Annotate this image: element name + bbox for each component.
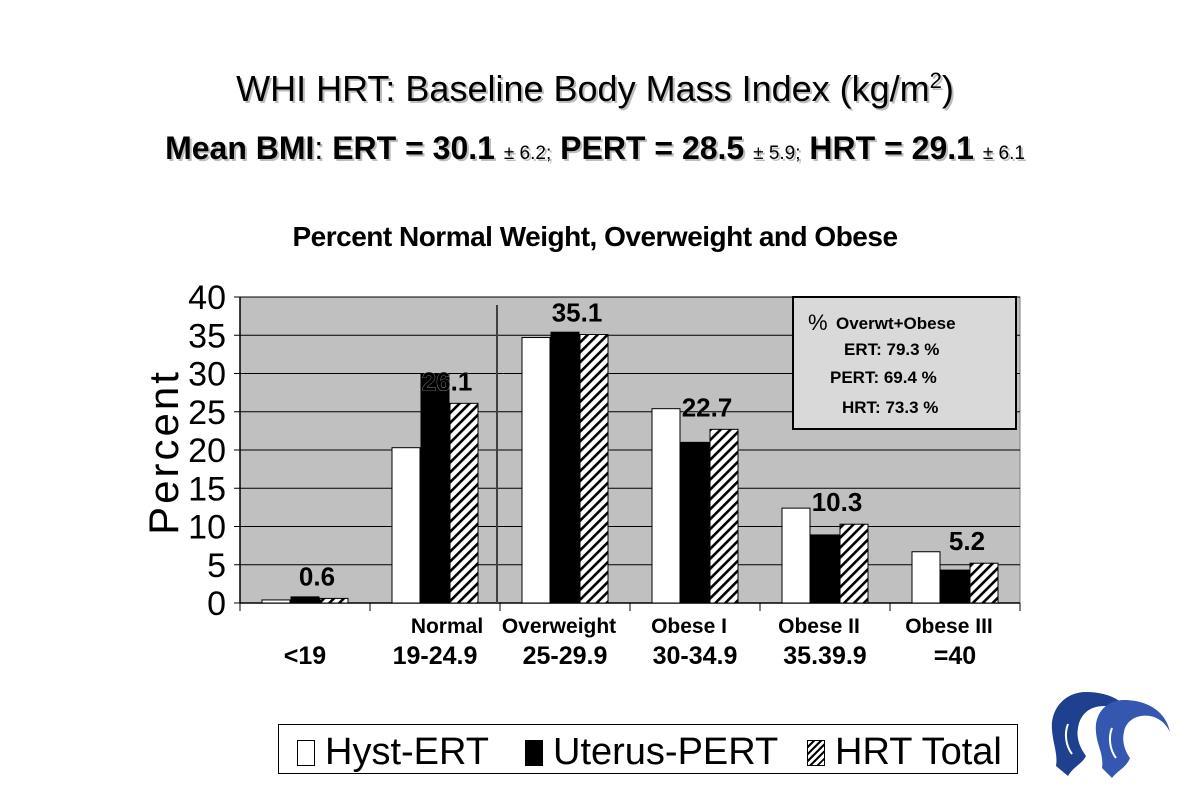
bar-hyst-ert — [521, 337, 551, 604]
bar-uterus-pert — [420, 373, 450, 604]
percent-sign: % — [808, 310, 828, 335]
legend-item-hrt-total: HRT Total — [807, 731, 1002, 774]
page-subtitle: Mean BMI: ERT = 30.1 ± 6.2; PERT = 28.5 … — [165, 130, 1025, 166]
y-tick-label: 0 — [207, 585, 226, 623]
y-tick-label: 15 — [188, 470, 226, 508]
bar-uterus-pert — [550, 331, 580, 604]
data-label: 5.2 — [949, 526, 985, 556]
summary-ert: ERT: 79.3 % — [844, 340, 940, 359]
y-tick-label: 20 — [188, 432, 226, 470]
y-tick-label: 5 — [207, 547, 226, 585]
data-label: 35.1 — [552, 297, 603, 327]
whi-logo — [1051, 692, 1170, 778]
legend-item-uterus-pert: Uterus-PERT — [525, 731, 778, 774]
bar-hyst-ert — [651, 408, 681, 604]
overweight-obese-summary-box: % Overwt+Obese ERT: 79.3 % PERT: 69.4 % … — [792, 296, 1017, 430]
legend-swatch-white — [297, 739, 315, 766]
summary-hrt: HRT: 73.3 % — [842, 398, 939, 417]
x-tick-label: 30-34.9 — [653, 642, 738, 670]
data-label: 10.3 — [812, 487, 863, 517]
x-tick-label: =40 — [934, 642, 976, 670]
data-label: 0.6 — [299, 561, 335, 591]
legend-swatch-black — [525, 739, 543, 766]
bar-hrt-total — [449, 402, 479, 604]
group-label: Overweight — [502, 615, 616, 638]
y-tick-label: 35 — [188, 317, 226, 355]
legend-item-hyst-ert: Hyst-ERT — [297, 731, 489, 774]
y-tick-label: 10 — [188, 509, 226, 547]
bar-hrt-total — [709, 428, 739, 604]
bar-uterus-pert — [940, 569, 970, 604]
x-tick-label: <19 — [284, 642, 326, 670]
y-tick-label: 25 — [188, 394, 226, 432]
summary-heading: Overwt+Obese — [836, 314, 956, 333]
bar-hyst-ert — [391, 447, 421, 604]
bar-hrt-total — [969, 562, 999, 604]
legend-swatch-hatched — [807, 739, 825, 766]
chart-title: Percent Normal Weight, Overweight and Ob… — [292, 221, 898, 252]
bar-uterus-pert — [680, 441, 710, 604]
data-label: 22.7 — [682, 392, 733, 422]
page-title: WHI HRT: Baseline Body Mass Index (kg/m2… — [236, 68, 954, 109]
y-tick-label: 30 — [188, 356, 226, 394]
y-tick-label: 40 — [188, 279, 226, 317]
bar-hyst-ert — [781, 507, 811, 604]
bar-hyst-ert — [261, 599, 291, 604]
bar-hrt-total — [839, 523, 869, 604]
group-label: Obese I — [651, 615, 727, 638]
bar-uterus-pert — [810, 534, 840, 604]
bar-uterus-pert — [290, 596, 320, 604]
group-label: Obese II — [778, 615, 860, 638]
bar-hyst-ert — [911, 551, 941, 604]
data-label: 26.1 — [422, 366, 473, 396]
group-label: Normal — [411, 615, 483, 638]
bar-hrt-total — [319, 597, 349, 604]
summary-pert: PERT: 69.4 % — [830, 368, 937, 387]
y-axis-label: Percent — [140, 369, 187, 535]
x-tick-label: 19-24.9 — [393, 642, 478, 670]
group-label: Obese III — [905, 615, 993, 638]
bar-hrt-total — [579, 333, 609, 604]
x-tick-label: 35.39.9 — [783, 642, 866, 670]
x-tick-label: 25-29.9 — [523, 642, 608, 670]
chart-legend: Hyst-ERT Uterus-PERT HRT Total — [278, 724, 1018, 774]
